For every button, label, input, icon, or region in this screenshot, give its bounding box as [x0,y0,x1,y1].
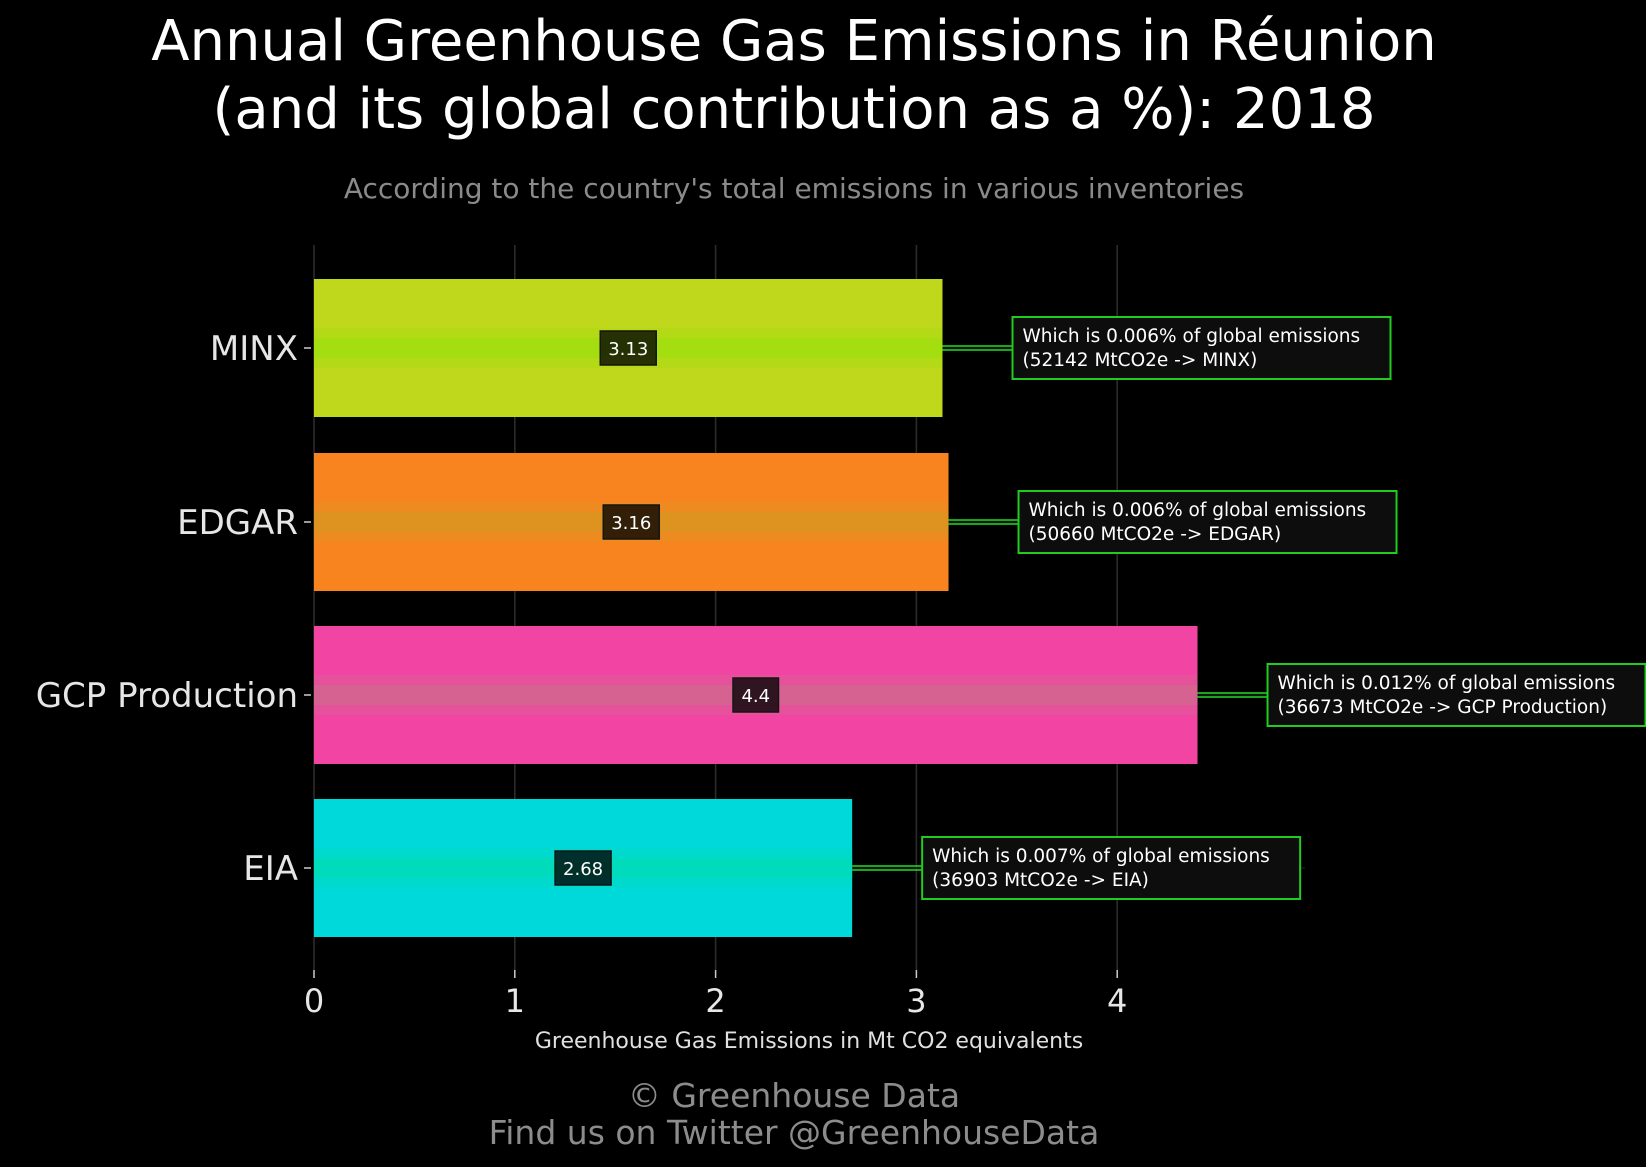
annotation-line-2: (50660 MtCO2e -> EDGAR) [1029,524,1282,545]
caption-copyright: © Greenhouse Data [627,1076,961,1115]
value-label: 3.16 [611,513,651,534]
caption-twitter: Find us on Twitter @GreenhouseData [488,1113,1100,1152]
bars: 3.13 3.16 4.4 2.68 [314,279,1198,937]
annotation-box [1266,663,1646,727]
annotation-line-2: (52142 MtCO2e -> MINX) [1023,350,1258,371]
y-tick-label: EIA [243,849,298,889]
x-tick-label: 2 [705,982,725,1020]
value-label: 4.4 [741,686,770,707]
y-tick-label: GCP Production [36,676,298,716]
bar-chart-plot: 3.13 3.16 4.4 2.68 MINX EDGAR GCP Production E… [36,245,1646,1054]
annotation-box [1017,490,1398,554]
annotation-line-1: Which is 0.006% of global emissions [1023,326,1361,347]
value-label: 3.13 [608,339,648,360]
x-tick-label: 3 [906,982,926,1020]
chart-title-line-2: (and its global contribution as a %): 20… [212,77,1376,142]
value-label-box [599,330,658,366]
value-label-box [554,850,612,886]
x-tick-label: 4 [1107,982,1127,1020]
annotation-line-2: (36673 MtCO2e -> GCP Production) [1278,697,1608,718]
y-tick-label: EDGAR [177,503,298,543]
x-tick-label: 0 [304,982,324,1020]
annotation-line-2: (36903 MtCO2e -> EIA) [932,870,1149,891]
annotation-box [921,836,1302,900]
value-label: 2.68 [563,859,603,880]
annotation-line-1: Which is 0.006% of global emissions [1029,500,1367,521]
axes: MINX EDGAR GCP Production EIA 0 1 2 3 4 [36,329,1128,1020]
chart-title-line-1: Annual Greenhouse Gas Emissions in Réuni… [151,9,1437,74]
y-tick-label: MINX [210,329,298,369]
chart-subtitle: According to the country's total emissio… [343,172,1245,205]
annotation-line-1: Which is 0.012% of global emissions [1278,673,1616,694]
value-label-box [732,677,780,713]
annotation-box [1011,316,1392,380]
value-label-box [602,504,661,540]
annotations: Which is 0.006% of global emissions (5214… [852,316,1646,900]
annotation-line-1: Which is 0.007% of global emissions [932,846,1270,867]
x-tick-label: 1 [505,982,525,1020]
x-axis-title: Greenhouse Gas Emissions in Mt CO2 equiv… [535,1029,1083,1054]
